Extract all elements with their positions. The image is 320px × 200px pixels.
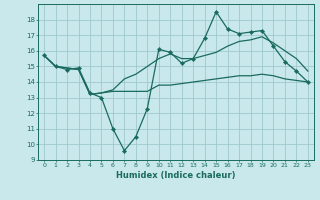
- X-axis label: Humidex (Indice chaleur): Humidex (Indice chaleur): [116, 171, 236, 180]
